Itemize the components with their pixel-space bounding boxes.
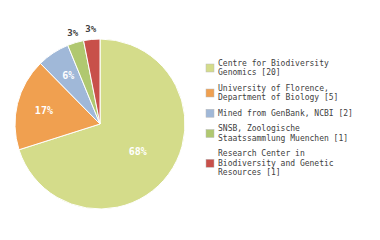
chart-container: 68% 17% 6% 3% 3% Centre for BiodiversityGenom… [0, 0, 380, 240]
legend-swatch [206, 89, 214, 97]
data-label: 3% [67, 28, 78, 38]
chart: 68% 17% 6% 3% 3% Centre for BiodiversityGenom… [0, 0, 380, 240]
legend: Centre for BiodiversityGenomics [20] Univ… [206, 59, 353, 178]
legend-swatch [206, 130, 214, 138]
legend-label: Research Center inBiodiversity and Genet… [218, 149, 334, 177]
legend-swatch [206, 159, 214, 167]
data-label: 6% [62, 70, 74, 81]
data-label: 17% [35, 105, 53, 116]
legend-label: SNSB, ZoologischeStaatssammlung Muenchen… [218, 124, 348, 143]
background [0, 0, 380, 240]
legend-swatch [206, 64, 214, 72]
data-labels: 68% 17% 6% 3% 3% [35, 24, 147, 157]
legend-label: University of Florence,Department of Bio… [218, 84, 338, 103]
legend-label: Mined from GenBank, NCBI [2] [218, 109, 353, 118]
data-label: 3% [85, 24, 96, 34]
pie [15, 39, 185, 209]
pie-slice [84, 39, 100, 124]
legend-swatch [206, 109, 214, 117]
legend-label: Centre for BiodiversityGenomics [20] [218, 59, 329, 78]
data-label: 68% [129, 146, 147, 157]
